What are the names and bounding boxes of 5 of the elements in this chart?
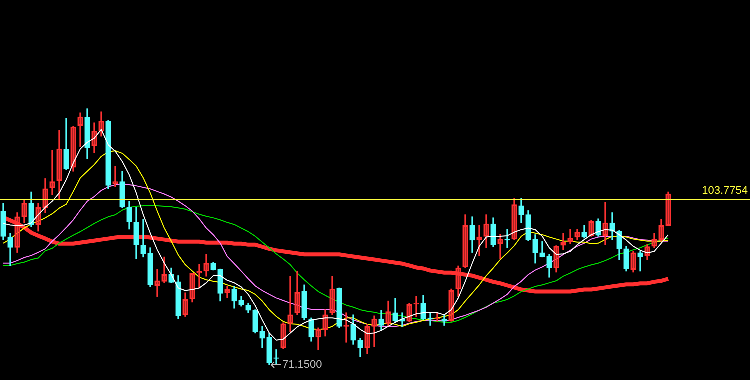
annotation: 71.1500	[282, 359, 322, 372]
text: 103.7754	[702, 185, 748, 198]
candlestick	[140, 219, 146, 258]
candlestick	[540, 242, 546, 258]
candlestick	[638, 251, 644, 272]
